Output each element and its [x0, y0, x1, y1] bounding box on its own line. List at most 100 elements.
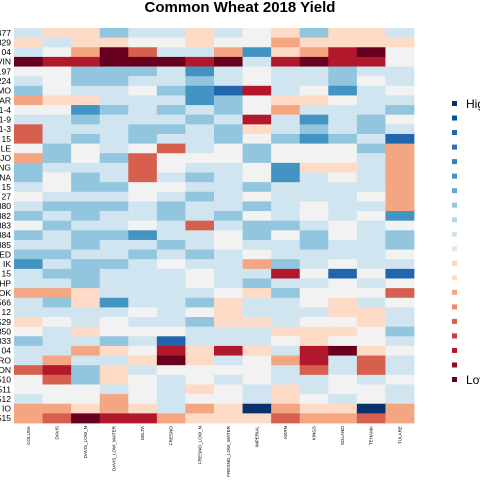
row-label: 882 [0, 211, 11, 221]
row-label: 197 [0, 66, 11, 76]
heatmap-cell [271, 394, 301, 405]
heatmap-cell [99, 211, 129, 222]
heatmap-cell [242, 66, 272, 77]
heatmap-cell [14, 384, 43, 395]
heatmap-cell [185, 249, 215, 260]
column-label: KINGS [312, 426, 317, 440]
heatmap-cell [271, 336, 301, 347]
heatmap-cell [328, 76, 358, 87]
heatmap-cell [128, 365, 158, 376]
heatmap-cell [185, 288, 215, 299]
heatmap-cell [42, 374, 72, 385]
heatmap-cell [242, 114, 272, 125]
heatmap-cell [299, 230, 329, 241]
heatmap-cell [14, 211, 43, 222]
legend-swatch [452, 275, 457, 281]
heatmap-cell [299, 394, 329, 405]
heatmap-cell [356, 307, 386, 318]
heatmap-cell [214, 403, 243, 414]
heatmap-cell [71, 403, 101, 414]
legend-swatch [452, 217, 457, 223]
heatmap-cell [42, 413, 72, 424]
heatmap-cell [328, 413, 358, 424]
heatmap-cell [214, 153, 243, 164]
heatmap-cell [185, 259, 215, 270]
heatmap-cell [14, 76, 43, 87]
heatmap-cell [99, 336, 129, 347]
legend-swatch [452, 304, 457, 310]
heatmap-cell [185, 413, 215, 424]
heatmap-cell [99, 268, 129, 279]
heatmap-cell [156, 124, 186, 135]
heatmap-cell [14, 95, 43, 106]
heatmap-cell [271, 249, 301, 260]
heatmap-cell [185, 201, 215, 212]
heatmap-cell [299, 278, 329, 289]
heatmap-cell [71, 278, 101, 289]
heatmap-cell [99, 394, 129, 405]
heatmap-cell [42, 143, 72, 154]
heatmap-cell [99, 124, 129, 135]
heatmap-cell [42, 56, 72, 67]
heatmap-cell [99, 403, 129, 414]
heatmap-cell [71, 76, 101, 87]
heatmap-cell [328, 384, 358, 395]
heatmap-cell [128, 336, 158, 347]
heatmap-cell [99, 345, 129, 356]
heatmap-cell [242, 28, 272, 39]
heatmap-cell [271, 133, 301, 145]
column-label: FRESNO_LOW_WATER [226, 425, 231, 476]
heatmap-cell [214, 345, 243, 356]
heatmap-cell [242, 56, 272, 67]
heatmap-cell [71, 85, 101, 96]
heatmap-cell [128, 114, 158, 125]
heatmap-cell [156, 47, 186, 58]
heatmap-cell [328, 297, 358, 308]
heatmap-cell [299, 288, 329, 299]
heatmap-cell [356, 85, 386, 96]
heatmap-cell [356, 28, 386, 39]
heatmap-cell [14, 182, 43, 193]
heatmap-cell [128, 28, 158, 39]
legend-swatch [452, 188, 457, 194]
heatmap-cell [71, 211, 101, 222]
heatmap-cell [128, 384, 158, 395]
heatmap-cell [356, 114, 386, 125]
heatmap-cell [185, 220, 215, 231]
heatmap-cell [99, 220, 129, 231]
heatmap-cell [185, 47, 215, 58]
heatmap-cell [14, 230, 43, 241]
heatmap-cell [128, 374, 158, 385]
legend-swatch [452, 318, 457, 324]
heatmap-cell [128, 326, 158, 337]
heatmap-cell [71, 413, 101, 424]
heatmap-cell [14, 162, 43, 173]
heatmap-cell [385, 384, 415, 395]
heatmap-cell [242, 47, 272, 58]
heatmap-cell [356, 317, 386, 328]
heatmap-cell [242, 288, 272, 299]
heatmap-cell [185, 28, 215, 39]
row-label: VIN [0, 57, 11, 67]
heatmap-cell [356, 191, 386, 202]
heatmap-cell [71, 259, 101, 270]
heatmap-cell [385, 413, 415, 424]
heatmap-cell [42, 211, 72, 222]
heatmap-cell [71, 336, 101, 347]
heatmap-cell [356, 143, 386, 154]
heatmap-cell [99, 133, 129, 145]
heatmap-cell [71, 394, 101, 405]
heatmap-cell [14, 172, 43, 183]
heatmap-cell [328, 47, 358, 58]
heatmap-cell [242, 413, 272, 424]
heatmap-cell [385, 230, 415, 241]
heatmap-cell [242, 249, 272, 260]
heatmap-cell [328, 28, 358, 39]
heatmap-cell [42, 278, 72, 289]
heatmap-cell [156, 162, 186, 173]
heatmap-cell [14, 220, 43, 231]
heatmap-cell [71, 355, 101, 366]
heatmap-cell [385, 114, 415, 125]
heatmap-cell [128, 413, 158, 424]
